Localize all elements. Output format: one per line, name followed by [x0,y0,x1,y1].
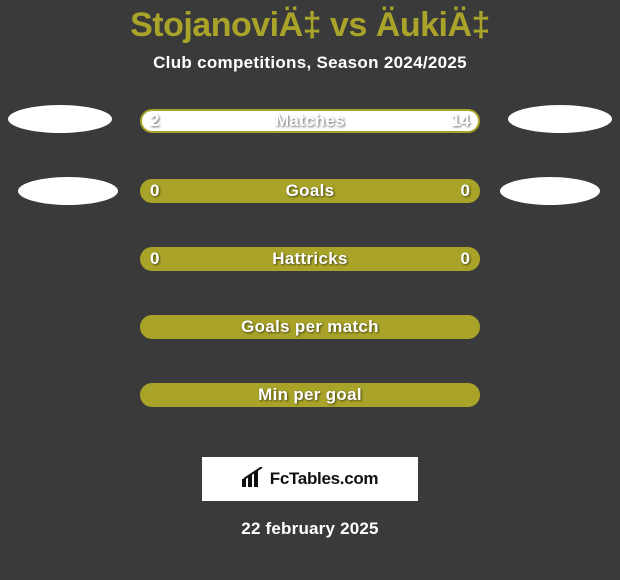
stat-value-right: 0 [461,179,470,203]
stat-row: 00Hattricks [0,247,620,293]
player-marker-left [18,177,118,205]
stat-value-left: 0 [150,179,159,203]
stat-value-right: 0 [461,247,470,271]
stat-bar [140,109,480,133]
player-marker-left [8,105,112,133]
page-title: StojanoviÄ‡ vs ÄukiÄ‡ [0,6,620,45]
chart-icon [242,467,266,487]
stat-bar [140,383,480,407]
stat-bar [140,179,480,203]
player-marker-right [508,105,612,133]
player-marker-right [500,177,600,205]
brand-label: FcTables.com [270,469,379,488]
subtitle: Club competitions, Season 2024/2025 [0,53,620,73]
stat-row: Goals per match [0,315,620,361]
stat-value-left: 2 [150,109,159,133]
stat-row: 214Matches [0,109,620,155]
date-label: 22 february 2025 [0,519,620,539]
stat-value-right: 14 [451,109,470,133]
stat-row: 00Goals [0,179,620,225]
stat-bar [140,247,480,271]
stat-value-left: 0 [150,247,159,271]
stat-bar [140,315,480,339]
stat-bar-right [202,111,478,131]
stat-row: Min per goal [0,383,620,429]
brand-tag: FcTables.com [202,457,418,501]
